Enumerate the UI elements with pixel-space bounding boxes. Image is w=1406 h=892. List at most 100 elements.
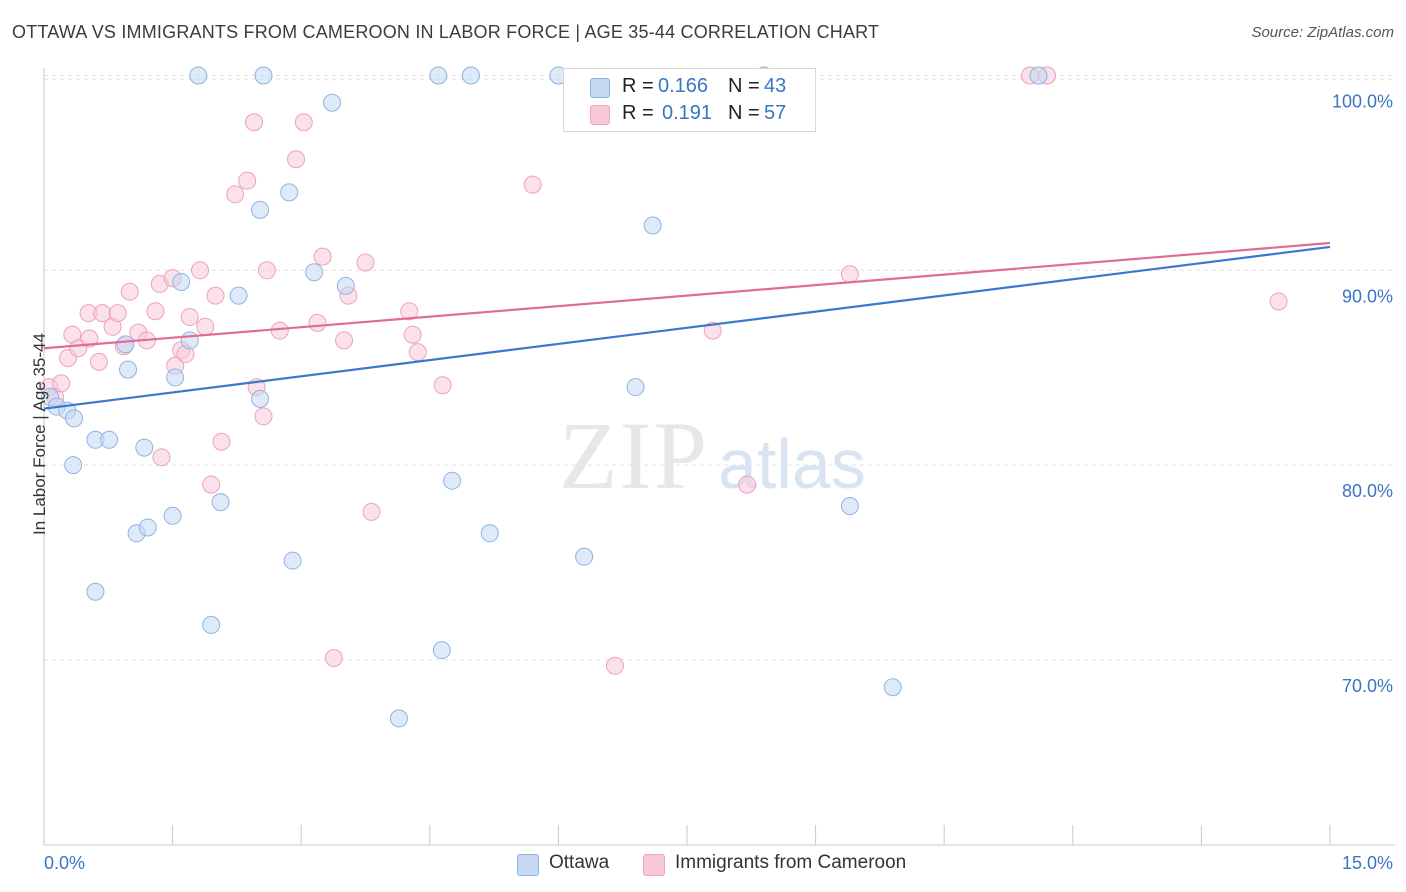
data-point-cameroon — [523, 175, 542, 194]
data-point-cameroon — [152, 448, 171, 467]
legend-n-value: 43 — [764, 75, 787, 97]
tick-labels: 70.0% 80.0% 90.0% 100.0% 0.0% 15.0% — [44, 91, 1393, 873]
data-point-ottawa — [883, 678, 902, 697]
data-point-cameroon — [254, 407, 273, 426]
chart-title: OTTAWA VS IMMIGRANTS FROM CAMEROON IN LA… — [12, 22, 880, 42]
data-point-cameroon — [270, 321, 289, 340]
y-axis-label: In Labor Force | Age 35-44 — [30, 333, 49, 535]
data-point-ottawa — [138, 518, 157, 537]
data-point-ottawa — [461, 66, 480, 85]
legend-swatch-ottawa — [590, 78, 610, 98]
series-cameroon-points — [40, 66, 1288, 675]
legend-n-value: 57 — [764, 102, 787, 124]
grid-lines — [44, 74, 1395, 661]
data-point-ottawa — [626, 378, 645, 397]
trend-line-ottawa — [43, 245, 1331, 410]
bottom-legend-label-cameroon: Immigrants from Cameroon — [675, 852, 907, 873]
watermark: ZIP atlas — [559, 402, 866, 509]
legend-r-value: 0.191 — [662, 102, 713, 124]
series-ottawa-points — [41, 66, 1048, 728]
data-point-cameroon — [196, 317, 215, 336]
y-tick-label: 90.0% — [1342, 286, 1393, 306]
data-point-ottawa — [172, 272, 191, 291]
data-point-ottawa — [254, 66, 273, 85]
data-point-ottawa — [643, 216, 662, 235]
data-point-ottawa — [336, 276, 355, 295]
data-point-ottawa — [229, 286, 248, 305]
legend-r-label: R = — [622, 102, 654, 124]
data-point-ottawa — [64, 456, 83, 475]
data-point-ottawa — [65, 409, 84, 428]
data-point-cameroon — [52, 374, 71, 393]
data-point-ottawa — [443, 471, 462, 490]
legend-swatch-cameroon — [590, 105, 610, 125]
data-point-ottawa — [1029, 66, 1048, 85]
data-point-ottawa — [251, 389, 270, 408]
data-point-ottawa — [202, 615, 221, 634]
data-point-cameroon — [180, 308, 199, 327]
legend-n-label: N = — [728, 102, 760, 124]
data-point-ottawa — [251, 200, 270, 219]
data-point-cameroon — [146, 302, 165, 321]
data-point-cameroon — [403, 325, 422, 344]
data-point-ottawa — [180, 331, 199, 350]
legend-row-ottawa: R = 0.166 N = 43 — [564, 73, 815, 101]
trend-lines — [43, 241, 1331, 410]
data-point-cameroon — [362, 502, 381, 521]
data-point-ottawa — [280, 183, 299, 202]
data-point-cameroon — [257, 261, 276, 280]
watermark-atlas: atlas — [718, 425, 866, 503]
data-point-cameroon — [433, 376, 452, 395]
data-point-ottawa — [429, 66, 448, 85]
data-point-cameroon — [703, 321, 722, 340]
data-point-cameroon — [294, 113, 313, 132]
data-point-ottawa — [840, 497, 859, 516]
data-point-cameroon — [408, 343, 427, 362]
data-point-cameroon — [738, 475, 757, 494]
data-point-cameroon — [226, 185, 245, 204]
data-point-cameroon — [1269, 292, 1288, 311]
source-label: Source: ZipAtlas.com — [1251, 24, 1394, 41]
data-point-ottawa — [135, 438, 154, 457]
data-point-ottawa — [166, 368, 185, 387]
bottom-legend-swatch-cameroon — [643, 854, 665, 876]
data-point-cameroon — [400, 302, 419, 321]
data-point-ottawa — [211, 493, 230, 512]
legend-r-value: 0.166 — [658, 75, 709, 97]
legend-n-label: N = — [728, 75, 760, 97]
data-point-ottawa — [480, 524, 499, 543]
data-point-cameroon — [308, 313, 327, 332]
axes — [43, 68, 1395, 846]
trend-line-cameroon — [43, 241, 1331, 350]
data-point-cameroon — [356, 253, 375, 272]
y-tick-label: 70.0% — [1342, 676, 1393, 696]
data-point-ottawa — [283, 551, 302, 570]
x-tick-label-max: 15.0% — [1342, 853, 1393, 873]
data-point-cameroon — [191, 261, 210, 280]
data-point-cameroon — [206, 286, 225, 305]
data-point-cameroon — [245, 113, 264, 132]
data-point-cameroon — [324, 648, 343, 667]
data-point-cameroon — [840, 265, 859, 284]
legend-row-cameroon: R = 0.191 N = 57 — [564, 100, 815, 128]
data-point-cameroon — [89, 352, 108, 371]
data-point-cameroon — [202, 475, 221, 494]
data-point-ottawa — [100, 430, 119, 449]
data-point-ottawa — [323, 93, 342, 112]
legend: R = 0.166 N = 43 R = 0.191 N = 57 — [563, 68, 816, 132]
data-point-cameroon — [287, 150, 306, 169]
data-point-ottawa — [432, 641, 451, 660]
x-tick-label-min: 0.0% — [44, 853, 85, 873]
data-point-ottawa — [116, 335, 135, 354]
data-point-ottawa — [86, 582, 105, 601]
data-point-ottawa — [189, 66, 208, 85]
data-point-ottawa — [389, 709, 408, 728]
data-point-cameroon — [212, 432, 231, 451]
bottom-legend-label-ottawa: Ottawa — [549, 852, 610, 873]
data-point-cameroon — [335, 331, 354, 350]
data-point-cameroon — [120, 282, 139, 301]
y-tick-label: 100.0% — [1332, 91, 1393, 111]
data-point-cameroon — [313, 247, 332, 266]
y-tick-label: 80.0% — [1342, 481, 1393, 501]
